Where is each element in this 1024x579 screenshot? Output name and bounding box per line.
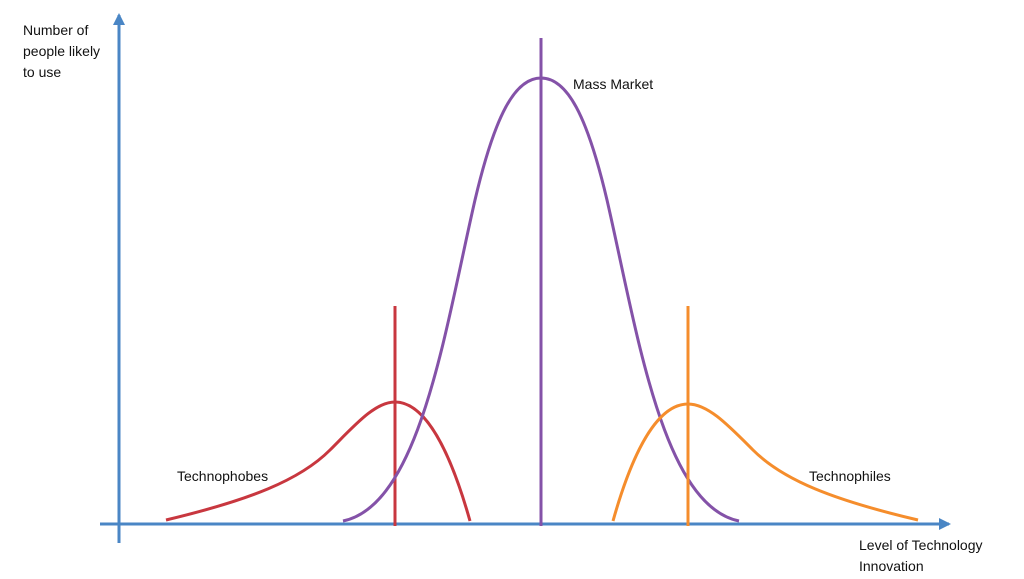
mass-market-label: Mass Market <box>573 76 654 92</box>
x-axis-label: Level of Technology Innovation <box>859 537 983 574</box>
technophobes-label: Technophobes <box>177 468 269 484</box>
technophiles-label: Technophiles <box>809 468 891 484</box>
technophiles-curve <box>611 402 919 522</box>
y-axis-label: Number of people likely to use <box>23 22 101 80</box>
technophobes-curve <box>165 400 472 522</box>
